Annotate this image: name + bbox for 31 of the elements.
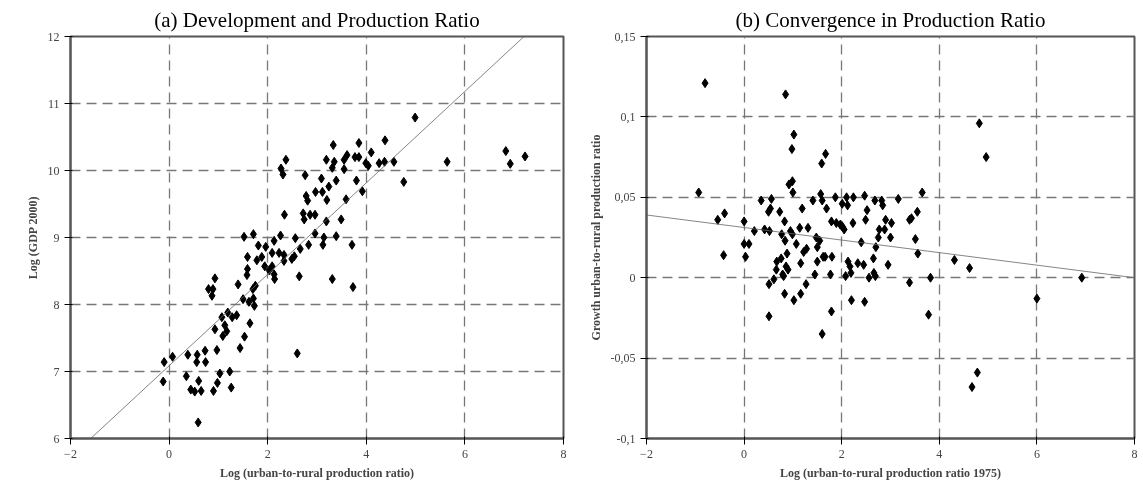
y-tick-label: 10 [47,163,60,178]
y-tick-label: 0,05 [614,190,636,205]
y-tick-label: 0,15 [614,29,636,44]
chart-title: (b) Convergence in Production Ratio [735,7,1046,32]
x-tick-label: 2 [838,446,845,461]
y-tick-label: 0 [629,270,636,285]
x-axis-title: Log (urban-to-rural production ratio) [219,465,415,480]
x-axis-title: Log (urban-to-rural production ratio 1975) [779,465,1002,480]
y-tick-label: 7 [53,364,60,379]
x-tick-label: 4 [936,446,943,461]
y-axis-title: Log (GDP 2000) [25,196,40,280]
y-tick-label: 12 [47,29,60,44]
x-tick-label: −2 [640,446,653,461]
x-tick-label: 6 [461,446,468,461]
x-tick-label: 8 [560,446,567,461]
x-tick-label: −2 [64,446,77,461]
x-tick-label: 8 [1131,446,1138,461]
y-tick-label: -0,1 [616,431,636,446]
x-tick-label: 2 [264,446,271,461]
x-tick-label: 6 [1033,446,1040,461]
y-tick-label: -0,05 [610,351,636,366]
x-tick-label: 0 [166,446,173,461]
y-tick-label: 11 [47,96,60,111]
y-tick-label: 9 [53,230,60,245]
chart-title: (a) Development and Production Ratio [154,7,480,32]
x-tick-label: 0 [741,446,748,461]
y-axis-title: Growth urban-to-rural production ratio [588,134,603,341]
y-tick-label: 0,1 [620,109,636,124]
x-tick-label: 4 [363,446,370,461]
y-tick-label: 8 [53,297,60,312]
y-tick-label: 6 [53,431,60,446]
